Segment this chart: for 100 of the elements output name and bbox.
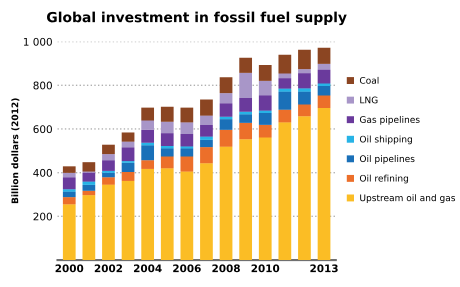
bar — [318, 48, 330, 64]
bar — [102, 144, 115, 154]
bar — [160, 156, 174, 168]
legend-label: Oil pipelines — [360, 155, 414, 164]
bar — [160, 133, 174, 146]
bar — [160, 168, 174, 260]
bar — [122, 132, 134, 142]
x-tick-label: 2004 — [134, 264, 162, 272]
bar — [298, 116, 311, 260]
bar — [220, 116, 232, 120]
bar — [102, 172, 115, 178]
bar — [200, 125, 213, 137]
y-tick-label: 600 — [33, 125, 52, 134]
bar — [62, 204, 76, 260]
y-tick-label: 400 — [33, 168, 52, 177]
bar — [318, 96, 330, 108]
bar — [258, 64, 272, 81]
bar — [141, 130, 154, 143]
legend-label: LNG — [360, 96, 378, 104]
bar — [122, 180, 134, 260]
bar — [298, 104, 311, 116]
legend-label: Oil shipping — [360, 136, 412, 144]
bar — [239, 98, 252, 112]
x-tick-label: 2010 — [252, 264, 280, 272]
bar — [62, 192, 76, 198]
bar — [298, 50, 311, 70]
legend-label: Upstream oil and gas — [360, 194, 456, 203]
legend-label: Gas pipelines — [360, 116, 420, 125]
bar — [278, 88, 292, 92]
bar — [62, 172, 76, 178]
bar — [200, 140, 213, 148]
bar — [141, 145, 154, 160]
bar — [82, 195, 96, 260]
bar — [180, 122, 194, 134]
bar — [200, 136, 213, 140]
bar — [180, 156, 194, 172]
bar — [200, 163, 213, 260]
bar — [62, 166, 76, 173]
x-tick-label: 2000 — [56, 264, 84, 272]
y-axis-title: Billion dollars (2012) — [11, 98, 20, 204]
bar — [239, 58, 252, 73]
bar — [82, 190, 96, 196]
legend-label: Oil refining — [360, 174, 408, 184]
bar — [82, 172, 96, 182]
bar — [278, 54, 292, 74]
bar — [160, 122, 174, 134]
bar — [278, 122, 292, 260]
bar — [220, 93, 232, 104]
bar — [239, 114, 252, 123]
legend-label: Coal — [360, 76, 378, 84]
bar — [258, 124, 272, 138]
bar — [141, 168, 154, 260]
bar — [318, 86, 330, 96]
y-tick-label: 800 — [33, 82, 52, 90]
bar — [141, 160, 154, 169]
bar — [102, 154, 115, 160]
bar — [318, 70, 330, 84]
bar — [141, 142, 154, 146]
y-tick-label: 200 — [34, 212, 52, 220]
bar — [298, 92, 311, 105]
bar — [318, 108, 330, 260]
x-tick-label: 2008 — [212, 264, 240, 272]
bar — [239, 72, 252, 98]
bar — [200, 99, 213, 116]
bar — [239, 139, 252, 260]
bar — [258, 110, 272, 114]
bar — [180, 134, 194, 146]
bar — [220, 119, 232, 130]
bar — [318, 64, 330, 70]
x-tick-label: 2013 — [310, 264, 338, 272]
bar — [180, 172, 194, 260]
bar — [122, 172, 134, 181]
y-tick-label: 1 000 — [24, 38, 52, 46]
bar — [62, 177, 76, 190]
bar — [160, 106, 174, 122]
bar — [258, 137, 272, 260]
bar — [258, 80, 272, 96]
bar — [258, 96, 272, 111]
bar — [220, 77, 232, 94]
chart-title: Global investment in fossil fuel supply — [47, 12, 347, 26]
x-tick-label: 2006 — [173, 264, 201, 272]
bar — [82, 162, 96, 172]
bar — [82, 184, 96, 191]
bar — [122, 162, 134, 172]
bar — [102, 177, 115, 185]
bar — [298, 73, 311, 88]
bar — [62, 197, 76, 204]
bar — [220, 146, 232, 260]
bar — [258, 113, 272, 125]
bar — [180, 108, 194, 122]
bar — [200, 147, 213, 164]
bar — [122, 147, 134, 162]
bar — [82, 182, 96, 185]
bar — [220, 103, 232, 117]
bar — [278, 78, 292, 89]
bar — [278, 110, 292, 122]
bar — [102, 184, 115, 260]
bar — [220, 130, 232, 147]
bar — [239, 122, 252, 140]
bar — [180, 148, 194, 156]
